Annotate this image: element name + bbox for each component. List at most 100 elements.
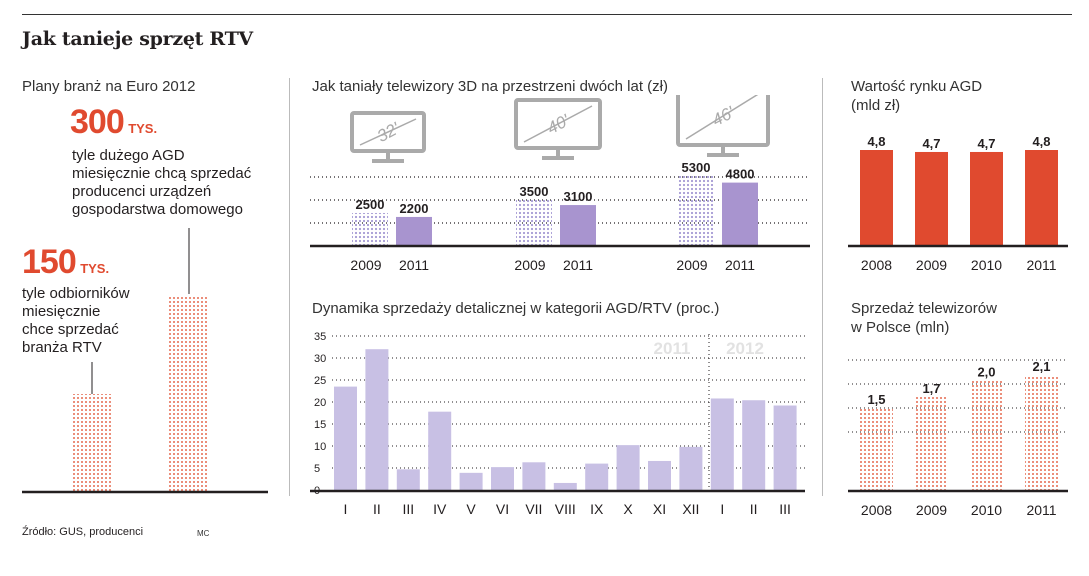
desc-line: gospodarstwa domowego <box>72 201 243 218</box>
retail-month-label: XI <box>653 501 666 517</box>
tv-size-label: 40' <box>544 110 573 138</box>
tv3d-bar-2011 <box>396 216 432 246</box>
agd-heading-line2: (mld zł) <box>851 97 901 114</box>
tv3d-year-label: 2009 <box>514 257 545 273</box>
desc-line: miesięcznie chcą sprzedać <box>72 165 252 182</box>
tvsales-bar-2011 <box>1025 375 1058 490</box>
tv3d-bar-2009 <box>352 212 388 246</box>
tv3d-value-label: 4800 <box>726 167 755 182</box>
agd-value-label: 4,7 <box>922 136 940 151</box>
tv3d-year-label: 2009 <box>676 257 707 273</box>
tvsales-heading-line2: w Polsce (mln) <box>851 319 950 336</box>
retail-bar-2011-II <box>365 349 389 490</box>
retail-period-2012: 2012 <box>726 339 764 358</box>
tv3d-bar-2009 <box>516 199 552 246</box>
agd-year-label: 2008 <box>861 257 892 273</box>
tvsales-bar-2009 <box>915 396 948 490</box>
tv3d-year-label: 2011 <box>725 257 755 273</box>
euro-stat-150-unit: TYS. <box>80 261 110 276</box>
page-title: Jak tanieje sprzęt RTV <box>22 28 253 50</box>
euro-stat-300-desc: tyle dużego AGD miesięcznie chcą sprzeda… <box>72 147 251 219</box>
tvsales-year-label: 2011 <box>1026 502 1056 518</box>
author-initials: MC <box>197 529 210 538</box>
euro-stat-300-value: 300 <box>70 103 125 141</box>
agd-year-label: 2010 <box>971 257 1002 273</box>
retail-bar-2011-X <box>616 445 640 490</box>
tv3d-year-label: 2011 <box>399 257 429 273</box>
separator-1 <box>289 78 290 496</box>
source-note: Źródło: GUS, producenci <box>22 526 144 538</box>
desc-line: tyle dużego AGD <box>72 147 185 164</box>
tv3d-bar-2009 <box>678 176 714 246</box>
retail-period-2011: 2011 <box>654 339 691 358</box>
tv3d-chart: 32' 40' 46' 2500 2200 3500 3100 5300 4800 2009 2… <box>310 95 810 273</box>
retail-month-label: II <box>750 501 758 517</box>
separator-2 <box>822 78 823 496</box>
desc-line: miesięcznie <box>22 303 101 320</box>
tv3d-bar-2011 <box>722 182 758 246</box>
desc-line: tyle odbiorników <box>22 285 130 302</box>
tv3d-year-label: 2009 <box>350 257 381 273</box>
retail-ytick: 0 <box>314 485 320 497</box>
tv3d-heading: Jak taniały telewizory 3D na przestrzeni… <box>312 78 668 95</box>
agd-value-label: 4,8 <box>1032 134 1050 149</box>
euro-stat-150: 150 TYS. <box>22 245 109 279</box>
retail-bar-2011-III <box>396 469 420 490</box>
tvsales-year-label: 2010 <box>971 502 1002 518</box>
desc-line: chce sprzedać <box>22 321 119 338</box>
retail-bar-2012-II <box>742 400 766 490</box>
tvsales-value-label: 1,7 <box>922 381 940 396</box>
tv3d-value-label: 2200 <box>400 201 429 216</box>
agd-heading-line1: Wartość rynku AGD <box>851 78 983 95</box>
retail-ytick: 15 <box>314 419 326 431</box>
euro-stat-150-value: 150 <box>22 243 77 281</box>
retail-ytick: 10 <box>314 441 326 453</box>
tv3d-bar-2011 <box>560 205 596 246</box>
tv-icon-46: 46' <box>676 95 770 157</box>
agd-bar-2008 <box>860 150 893 245</box>
retail-bar-2012-III <box>773 405 797 490</box>
tv3d-value-label: 3500 <box>520 184 549 199</box>
retail-bar-2011-V <box>459 472 483 490</box>
retail-bar-2011-I <box>334 386 357 490</box>
retail-ytick: 30 <box>314 353 326 365</box>
tv3d-year-label: 2011 <box>563 257 593 273</box>
retail-month-label: X <box>623 501 633 517</box>
tv-icon-40: 40' <box>514 98 602 160</box>
agd-value-label: 4,7 <box>977 136 995 151</box>
retail-bar-2011-VI <box>491 467 514 490</box>
tv3d-value-label: 5300 <box>682 160 711 175</box>
tvsales-value-label: 1,5 <box>867 392 885 407</box>
retail-month-label: III <box>402 501 414 517</box>
retail-ytick: 35 <box>314 331 326 343</box>
tvsales-chart: 1,5 1,7 2,0 2,1 2008 2009 2010 2011 <box>848 359 1068 518</box>
tv-size-label: 32' <box>374 118 403 146</box>
retail-bar-2011-VIII <box>553 482 577 490</box>
agd-year-label: 2011 <box>1026 257 1056 273</box>
tv3d-value-label: 2500 <box>356 197 385 212</box>
retail-month-label: V <box>466 501 476 517</box>
retail-month-label: I <box>720 501 724 517</box>
tvsales-value-label: 2,1 <box>1032 359 1050 374</box>
retail-month-label: XII <box>682 501 699 517</box>
retail-month-label: I <box>344 501 348 517</box>
tv3d-value-label: 3100 <box>564 189 593 204</box>
retail-month-label: II <box>373 501 381 517</box>
retail-bar-2011-XII <box>679 446 703 490</box>
euro-heading: Plany branż na Euro 2012 <box>22 78 196 95</box>
retail-ytick: 20 <box>314 397 326 409</box>
euro-bar-rtv <box>71 394 113 492</box>
retail-month-label: III <box>779 501 791 517</box>
agd-heading: Wartość rynku AGD (mld zł) <box>851 77 982 115</box>
retail-bar-2011-VII <box>522 462 546 490</box>
euro-stat-300: 300 TYS. <box>70 105 157 139</box>
tvsales-bar-2010 <box>970 380 1003 490</box>
agd-bar-2011 <box>1025 150 1058 245</box>
tvsales-year-label: 2008 <box>861 502 892 518</box>
retail-month-label: VIII <box>555 501 576 517</box>
retail-ytick: 25 <box>314 375 326 387</box>
desc-line: producenci urządzeń <box>72 183 212 200</box>
tvsales-heading: Sprzedaż telewizorów w Polsce (mln) <box>851 299 997 337</box>
retail-heading: Dynamika sprzedaży detalicznej w kategor… <box>312 300 720 317</box>
